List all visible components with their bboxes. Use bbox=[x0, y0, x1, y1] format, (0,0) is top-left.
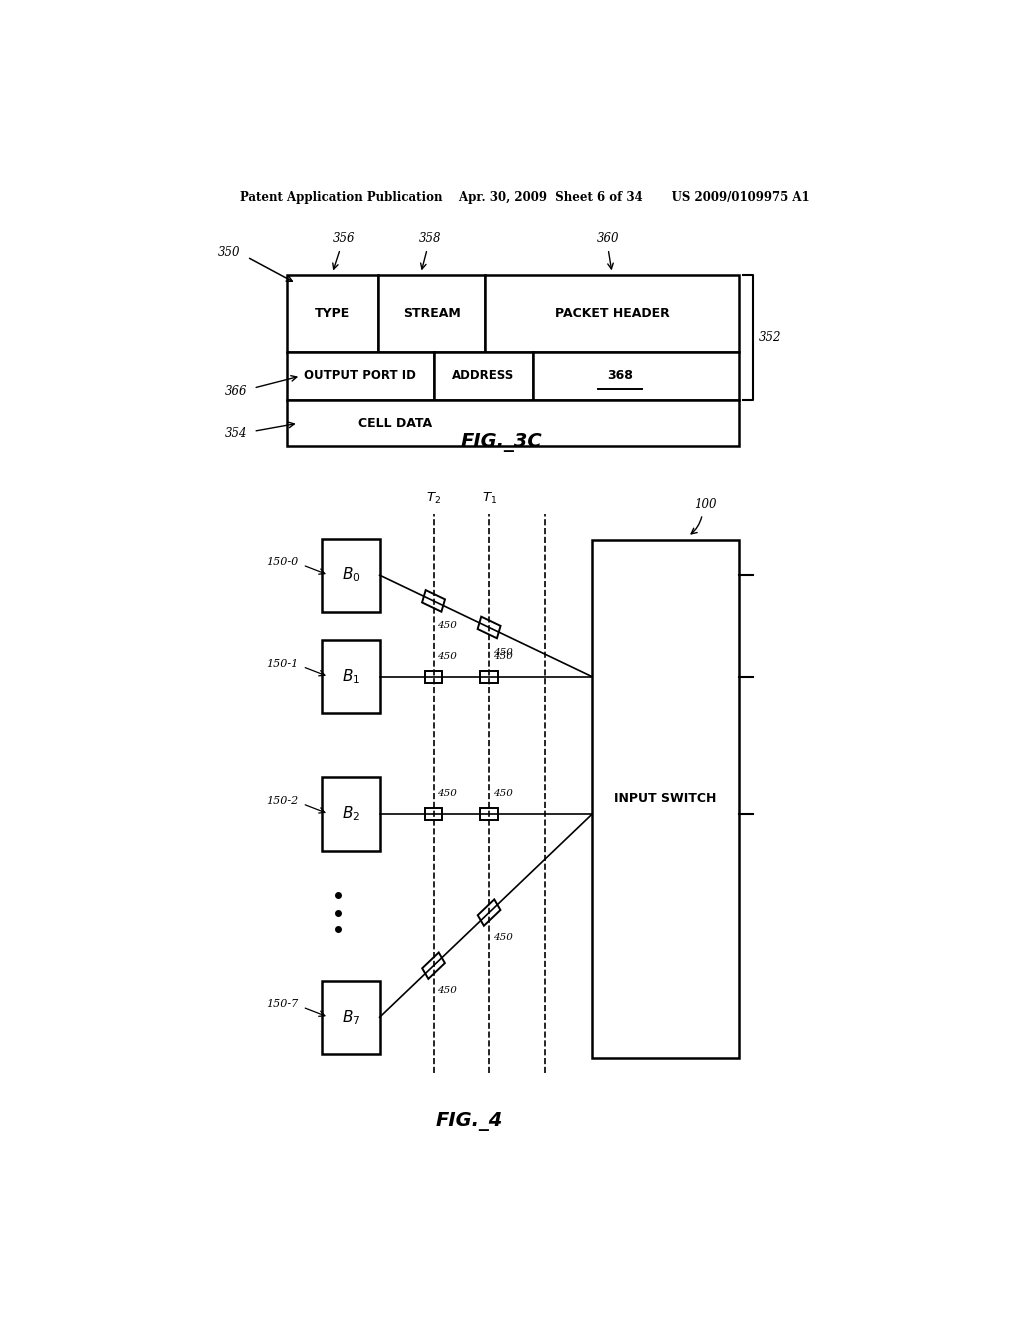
Text: Patent Application Publication    Apr. 30, 2009  Sheet 6 of 34       US 2009/010: Patent Application Publication Apr. 30, … bbox=[240, 190, 810, 203]
Text: 450: 450 bbox=[494, 652, 513, 660]
Bar bbox=[287, 400, 739, 446]
Bar bbox=[477, 616, 501, 639]
Bar bbox=[425, 808, 442, 820]
Text: 360: 360 bbox=[597, 232, 620, 244]
Text: INPUT SWITCH: INPUT SWITCH bbox=[614, 792, 717, 805]
Text: 450: 450 bbox=[437, 986, 458, 995]
Text: $B_0$: $B_0$ bbox=[342, 566, 360, 585]
Bar bbox=[485, 276, 739, 351]
Text: $T_1$: $T_1$ bbox=[481, 491, 497, 506]
Text: 450: 450 bbox=[437, 789, 458, 797]
Text: 366: 366 bbox=[224, 384, 247, 397]
Text: 150-0: 150-0 bbox=[266, 557, 299, 566]
Text: OUTPUT PORT ID: OUTPUT PORT ID bbox=[304, 370, 416, 383]
Text: PACKET HEADER: PACKET HEADER bbox=[555, 308, 670, 319]
Text: 150-2: 150-2 bbox=[266, 796, 299, 805]
Text: 450: 450 bbox=[494, 789, 513, 797]
Text: 450: 450 bbox=[494, 648, 513, 657]
Bar bbox=[422, 953, 444, 979]
Text: FIG._4: FIG._4 bbox=[435, 1113, 503, 1131]
Text: STREAM: STREAM bbox=[402, 308, 461, 319]
Text: 352: 352 bbox=[759, 331, 781, 345]
Bar bbox=[323, 777, 380, 850]
Bar bbox=[532, 351, 739, 400]
Text: 358: 358 bbox=[419, 232, 441, 244]
Text: TYPE: TYPE bbox=[314, 308, 350, 319]
Text: ADDRESS: ADDRESS bbox=[452, 370, 514, 383]
Text: 450: 450 bbox=[437, 622, 458, 630]
Text: CELL DATA: CELL DATA bbox=[358, 417, 432, 430]
Text: 450: 450 bbox=[437, 652, 458, 660]
Text: 100: 100 bbox=[694, 498, 717, 511]
Text: 356: 356 bbox=[333, 232, 355, 244]
Text: 368: 368 bbox=[607, 370, 633, 383]
Text: 150-1: 150-1 bbox=[266, 659, 299, 668]
Bar bbox=[478, 899, 501, 925]
Bar bbox=[480, 808, 498, 820]
Bar bbox=[433, 351, 532, 400]
Text: 450: 450 bbox=[494, 933, 513, 942]
Bar bbox=[287, 351, 433, 400]
Bar bbox=[323, 981, 380, 1053]
Bar bbox=[480, 671, 498, 682]
Text: $B_7$: $B_7$ bbox=[342, 1008, 360, 1027]
Bar bbox=[287, 276, 378, 351]
Bar bbox=[378, 276, 485, 351]
Bar bbox=[592, 540, 739, 1057]
Bar bbox=[425, 671, 442, 682]
Bar bbox=[422, 590, 445, 611]
Bar bbox=[323, 539, 380, 611]
Text: 354: 354 bbox=[224, 426, 247, 440]
Text: $B_2$: $B_2$ bbox=[342, 805, 360, 824]
Bar bbox=[323, 640, 380, 713]
Text: 150-7: 150-7 bbox=[266, 999, 299, 1008]
Text: FIG._3C: FIG._3C bbox=[460, 433, 542, 453]
Text: 350: 350 bbox=[218, 247, 241, 260]
Text: $T_2$: $T_2$ bbox=[426, 491, 441, 506]
Text: $B_1$: $B_1$ bbox=[342, 668, 360, 686]
